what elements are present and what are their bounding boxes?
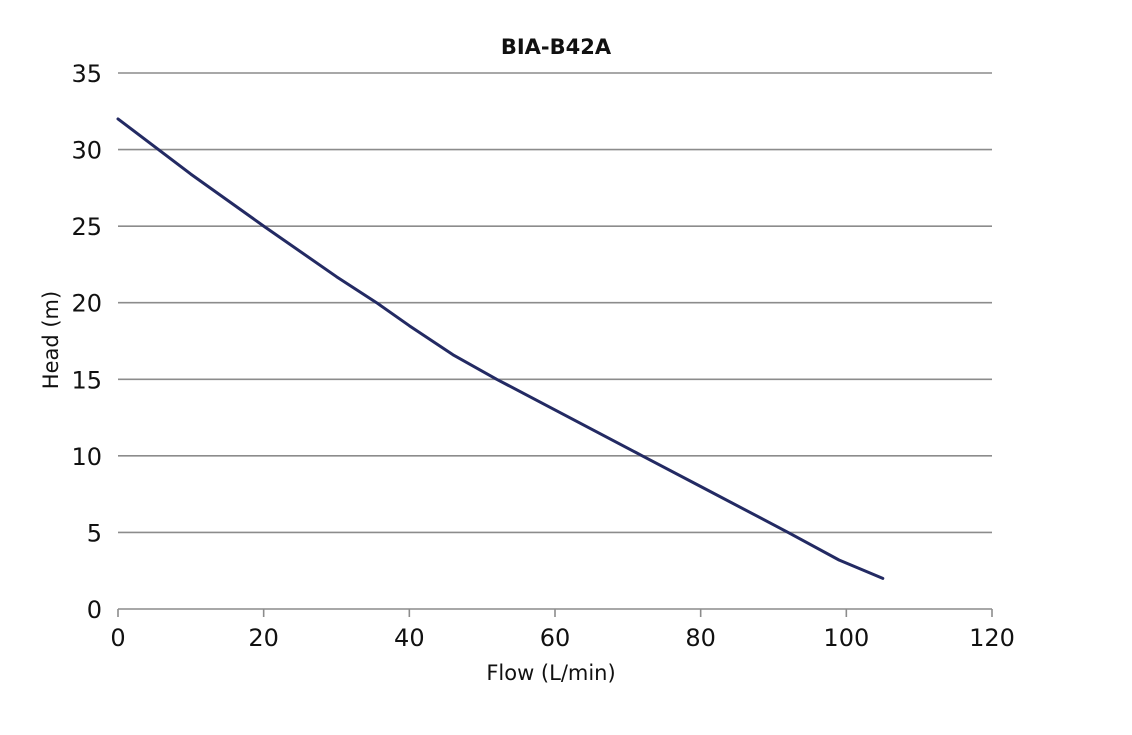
x-tick-label: 20 [248,624,279,652]
y-tick-label: 35 [71,60,102,88]
grid [118,72,992,534]
series [116,117,885,580]
x-axis-label: Flow (L/min) [486,661,615,685]
y-tick-label: 15 [71,366,102,394]
x-tick-label: 100 [823,624,869,652]
y-tick-label: 10 [71,443,102,471]
axes [117,608,993,617]
y-axis-label: Head (m) [39,291,63,389]
y-tick-label: 30 [71,137,102,165]
y-tick-label: 0 [87,596,102,624]
y-tick-label: 20 [71,290,102,318]
x-tick-label: 120 [969,624,1015,652]
x-tick-label: 80 [685,624,716,652]
y-tick-label: 25 [71,213,102,241]
x-tick-label: 40 [394,624,425,652]
y-tick-label: 5 [87,519,102,547]
series-line [116,117,885,580]
x-tick-label: 0 [110,624,125,652]
x-tick-label: 60 [540,624,571,652]
chart-title: BIA-B42A [501,35,612,59]
tick-labels: 0 5 10 15 20 25 30 35 0 20 40 60 80 100 120 [71,60,1014,652]
